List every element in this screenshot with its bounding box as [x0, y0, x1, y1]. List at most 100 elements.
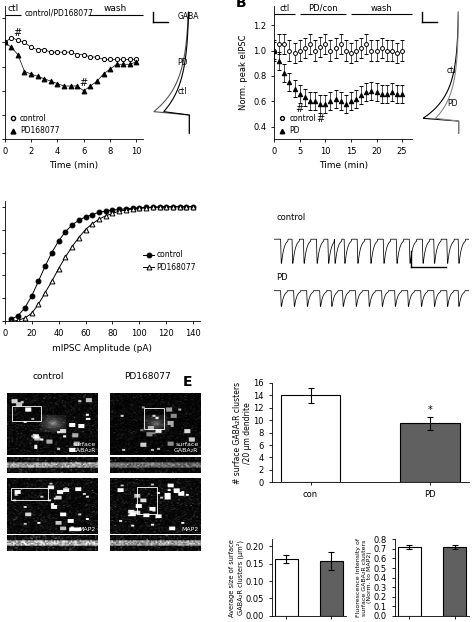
PD168077 — [177, 203, 182, 210]
Text: wash: wash — [104, 4, 127, 14]
control — [29, 292, 35, 300]
Bar — [11, 488, 47, 500]
Text: ctl: ctl — [447, 66, 456, 75]
control — [63, 228, 68, 236]
control — [36, 277, 41, 285]
Bar — [281, 396, 340, 482]
control — [76, 216, 82, 224]
PD168077 — [49, 277, 55, 285]
Text: control: control — [33, 372, 64, 381]
PD168077 — [130, 205, 136, 213]
Text: PD: PD — [447, 99, 457, 108]
PD168077 — [15, 317, 21, 324]
Legend: control, PD168077: control, PD168077 — [9, 114, 60, 136]
control — [56, 238, 62, 245]
Text: wash: wash — [371, 4, 392, 12]
control — [96, 208, 102, 216]
control — [9, 315, 14, 323]
control — [82, 213, 88, 221]
X-axis label: Time (min): Time (min) — [319, 162, 368, 170]
PD168077 — [82, 226, 88, 233]
control — [123, 205, 129, 213]
Legend: control, PD: control, PD — [278, 114, 316, 136]
Text: #: # — [79, 78, 87, 88]
PD168077 — [96, 215, 102, 223]
control — [183, 203, 189, 210]
control — [103, 208, 109, 215]
control — [177, 203, 182, 210]
Text: #: # — [316, 114, 324, 124]
PD168077 — [76, 234, 82, 241]
control — [170, 203, 176, 210]
PD168077 — [22, 314, 28, 322]
PD168077 — [90, 220, 95, 228]
Bar — [12, 406, 41, 421]
Text: control/PD168077: control/PD168077 — [25, 8, 93, 17]
Legend: control, PD168077: control, PD168077 — [143, 250, 196, 272]
PD168077 — [109, 210, 115, 217]
Bar — [275, 559, 298, 616]
control — [116, 206, 122, 213]
Text: ctl: ctl — [279, 4, 290, 12]
control — [22, 304, 28, 312]
Text: surface
GABA₂R: surface GABA₂R — [71, 442, 96, 453]
Text: ctl: ctl — [7, 4, 18, 14]
Bar — [137, 488, 157, 514]
PD168077 — [56, 265, 62, 272]
PD168077 — [116, 208, 122, 215]
Text: PD/con: PD/con — [308, 4, 337, 12]
Bar — [401, 424, 460, 482]
Text: B: B — [236, 0, 246, 9]
PD168077 — [150, 203, 155, 211]
PD168077 — [123, 207, 129, 214]
control — [164, 203, 169, 210]
Text: #: # — [296, 104, 304, 114]
Text: MAP2: MAP2 — [181, 526, 199, 532]
Text: E: E — [182, 375, 192, 389]
Bar — [144, 407, 164, 429]
Y-axis label: # surface GABA₂R clusters
/20 μm dendrite: # surface GABA₂R clusters /20 μm dendrit… — [233, 381, 252, 484]
X-axis label: Time (min): Time (min) — [49, 162, 99, 170]
PD168077 — [29, 310, 35, 317]
PD168077 — [157, 203, 163, 211]
control — [109, 207, 115, 214]
PD168077 — [63, 253, 68, 261]
PD168077 — [170, 203, 176, 210]
Text: PD: PD — [178, 58, 188, 67]
control — [90, 211, 95, 218]
PD168077 — [183, 203, 189, 210]
Text: surface
GABA₂R: surface GABA₂R — [174, 442, 199, 453]
control — [157, 203, 163, 211]
PD168077 — [137, 205, 142, 212]
Y-axis label: Norm. peak eIPSC: Norm. peak eIPSC — [238, 35, 247, 111]
PD168077 — [143, 204, 149, 211]
Text: PD: PD — [276, 273, 288, 282]
Text: ctl: ctl — [178, 87, 187, 96]
control — [143, 203, 149, 211]
PD168077 — [9, 318, 14, 325]
Text: *: * — [428, 406, 433, 415]
Y-axis label: Average size of surface
GABA₂R clusters (μm²): Average size of surface GABA₂R clusters … — [229, 539, 244, 616]
PD168077 — [69, 243, 75, 251]
Text: GABA: GABA — [178, 12, 199, 21]
control — [42, 262, 48, 270]
PD168077 — [36, 300, 41, 308]
Line: PD168077: PD168077 — [9, 204, 196, 324]
PD168077 — [42, 289, 48, 297]
Bar — [320, 561, 343, 616]
control — [191, 203, 196, 210]
Bar — [443, 547, 466, 616]
Bar — [398, 547, 420, 616]
control — [15, 312, 21, 319]
PD168077 — [103, 212, 109, 220]
Y-axis label: Fluorescence intensity of
surface GABA₂R clusters
(Norm. to MAP2): Fluorescence intensity of surface GABA₂R… — [356, 538, 373, 617]
PD168077 — [164, 203, 169, 211]
Text: control: control — [276, 213, 305, 222]
Text: PD168077: PD168077 — [124, 372, 171, 381]
PD168077 — [191, 203, 196, 210]
Line: control: control — [9, 204, 196, 322]
control — [130, 205, 136, 212]
control — [150, 203, 155, 211]
X-axis label: mIPSC Amplitude (pA): mIPSC Amplitude (pA) — [52, 343, 152, 353]
control — [49, 249, 55, 256]
